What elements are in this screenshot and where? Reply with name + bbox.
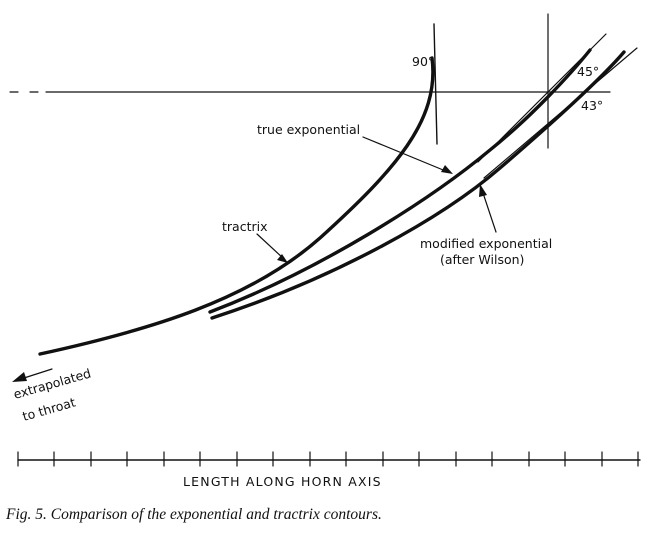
label-after-wilson: (after Wilson) xyxy=(440,252,524,267)
arrow-true-exponential xyxy=(362,136,449,173)
arrowhead-true-exponential xyxy=(441,165,453,174)
figure-caption: Fig. 5. Comparison of the exponential an… xyxy=(6,506,382,523)
vertical-line-tractrix xyxy=(433,23,438,145)
axis-title: LENGTH ALONG HORN AXIS xyxy=(183,474,382,489)
axis-ticks xyxy=(17,451,639,467)
label-modified-exponential: modified exponential xyxy=(420,236,552,251)
label-43-degrees: 43° xyxy=(581,98,603,113)
tangent-43-line xyxy=(483,47,638,179)
arrow-extrapolated xyxy=(23,368,53,379)
label-to-throat: to throat xyxy=(21,394,78,423)
label-extrapolated: extrapolated xyxy=(12,365,93,401)
label-tractrix: tractrix xyxy=(222,219,267,234)
label-45-degrees: 45° xyxy=(577,64,599,79)
tangent-45-line xyxy=(477,33,607,163)
true-exponential-curve xyxy=(208,48,592,314)
arrowhead-tractrix xyxy=(277,254,288,263)
arrowhead-extrapolated xyxy=(12,372,27,382)
label-true-exponential: true exponential xyxy=(257,122,360,137)
arrow-modified-exponential xyxy=(481,189,497,233)
arrow-tractrix xyxy=(256,233,285,260)
tractrix-curve xyxy=(38,56,435,356)
arrowhead-modified-exponential xyxy=(479,184,487,197)
label-90-degrees: 90° xyxy=(412,54,434,69)
